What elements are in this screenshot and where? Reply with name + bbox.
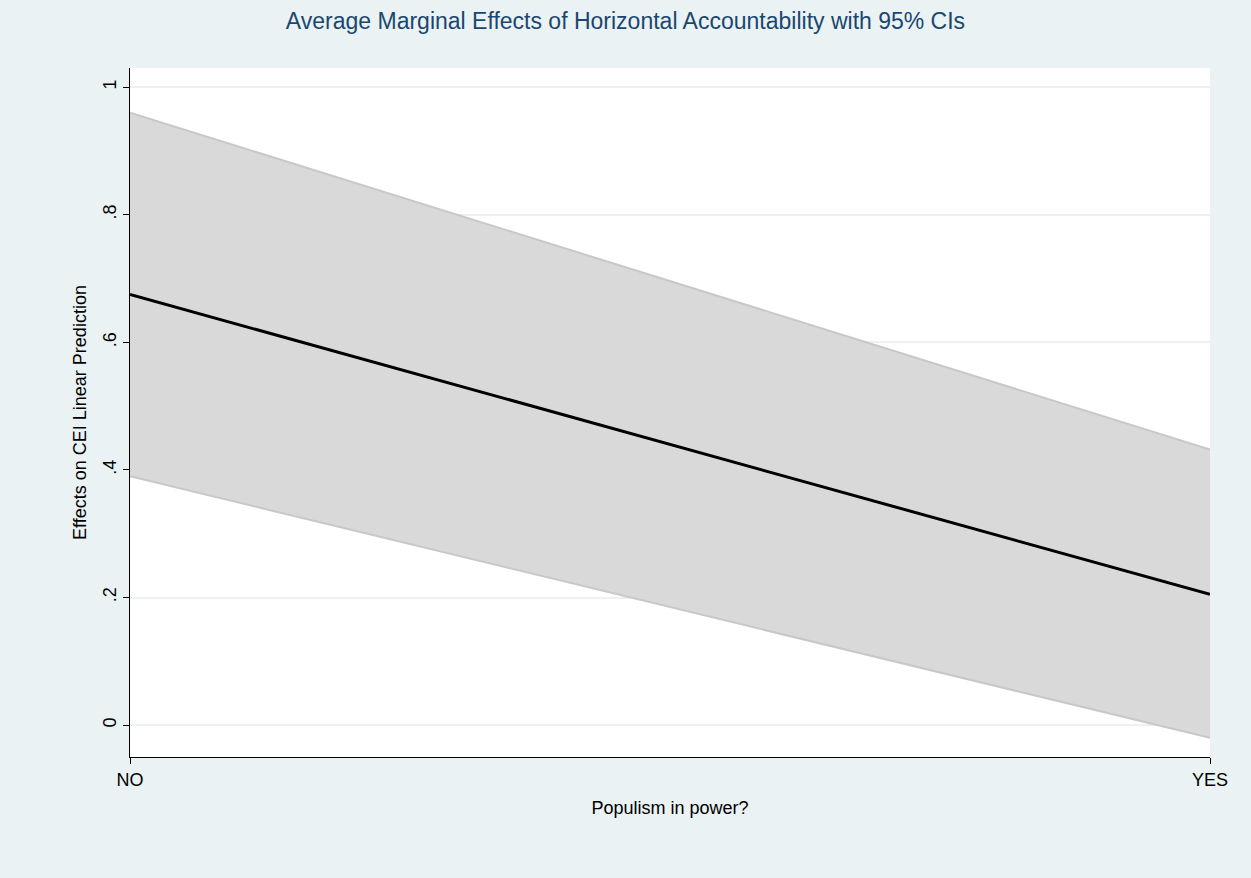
svg-text:NO: NO (117, 770, 144, 790)
svg-text:0: 0 (100, 717, 120, 727)
svg-text:.2: .2 (100, 587, 120, 602)
svg-text:Populism in power?: Populism in power? (591, 798, 748, 818)
svg-text:1: 1 (100, 79, 120, 89)
svg-text:.6: .6 (100, 332, 120, 347)
svg-text:.8: .8 (100, 205, 120, 220)
svg-text:.4: .4 (100, 460, 120, 475)
svg-text:YES: YES (1192, 770, 1228, 790)
svg-text:Average Marginal Effects of Ho: Average Marginal Effects of Horizontal A… (286, 8, 965, 34)
svg-text:Effects on CEI Linear Predicti: Effects on CEI Linear Prediction (70, 285, 90, 540)
